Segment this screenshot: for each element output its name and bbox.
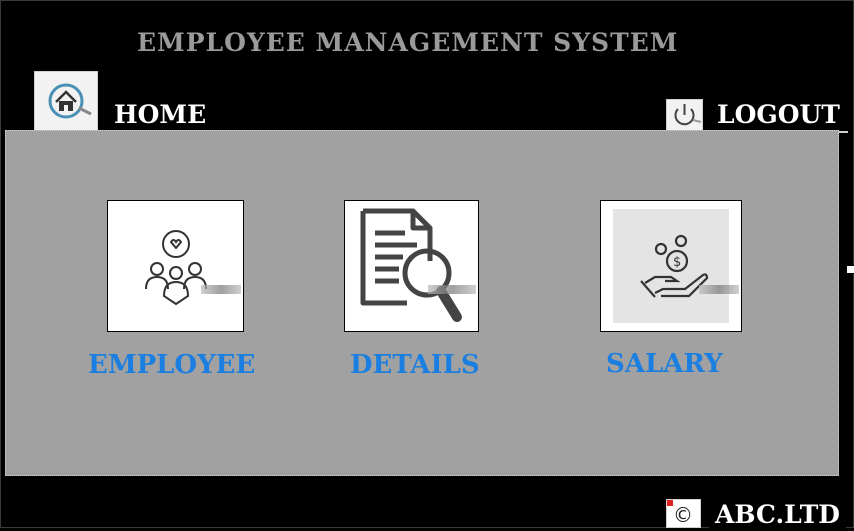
salary-tile[interactable]: $ [600, 200, 742, 332]
hand-coins-icon: $ [640, 234, 709, 298]
document-search-icon [360, 208, 462, 322]
logout-button[interactable]: LOGOUT [709, 99, 848, 133]
power-icon [674, 104, 702, 126]
employee-button[interactable]: EMPLOYEE [88, 350, 256, 380]
salary-button[interactable]: SALARY [606, 349, 723, 379]
icon-accent [667, 500, 673, 506]
tile-background [613, 209, 729, 323]
home-button[interactable]: HOME [106, 99, 215, 133]
watermark [201, 285, 241, 294]
svg-text:$: $ [673, 255, 681, 270]
home-icon [48, 83, 92, 119]
copyright-glyph: © [673, 503, 693, 527]
company-name: ABC.LTD [709, 499, 846, 531]
power-icon-button[interactable] [666, 99, 703, 131]
people-heart-icon [145, 230, 207, 306]
watermark [699, 285, 739, 294]
copyright-icon: © [666, 499, 701, 528]
app-title: EMPLOYEE MANAGEMENT SYSTEM [137, 28, 679, 57]
details-tile[interactable] [344, 200, 479, 332]
employee-tile[interactable] [107, 200, 244, 332]
details-button[interactable]: DETAILS [350, 350, 480, 380]
resize-handle[interactable] [846, 265, 854, 274]
home-icon-button[interactable] [34, 71, 98, 131]
watermark [428, 285, 476, 294]
